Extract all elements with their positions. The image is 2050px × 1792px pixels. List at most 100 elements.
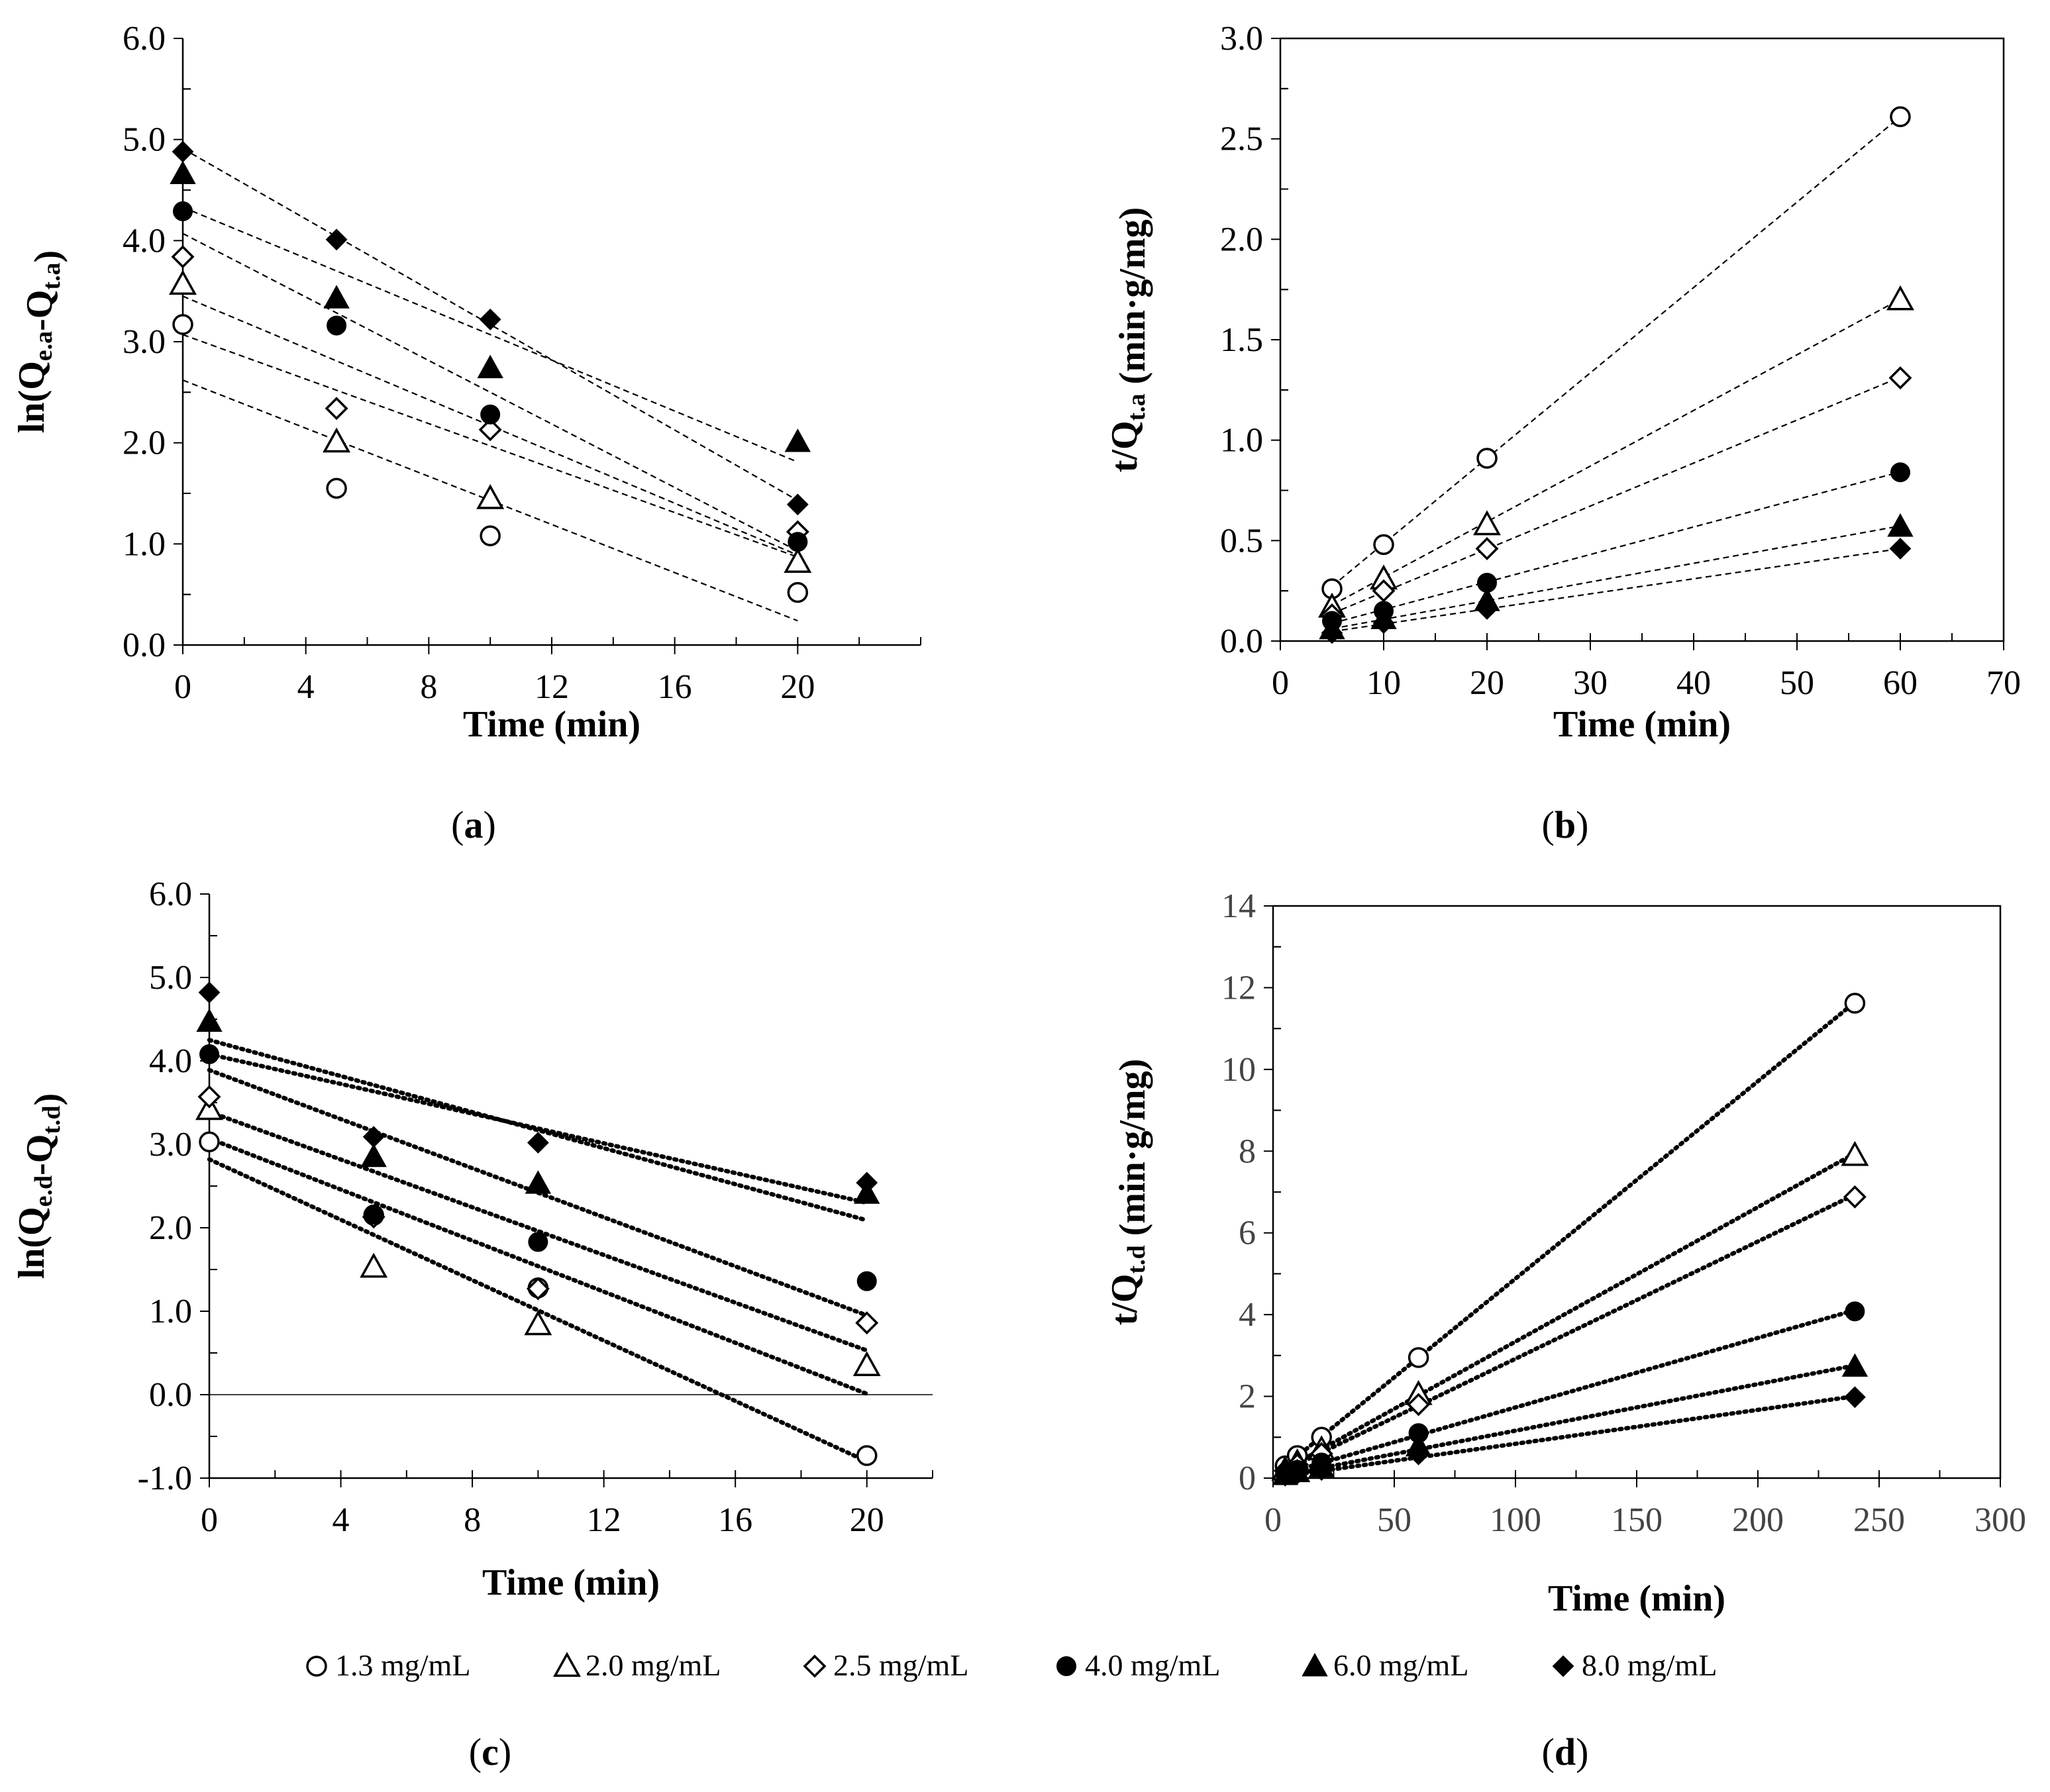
point-triangle-filled xyxy=(1887,513,1914,537)
legend-item: 8.0 mg/mL xyxy=(1552,1648,1717,1682)
point-triangle-filled xyxy=(196,1008,223,1032)
fit-line-8-0-mg-mL xyxy=(1283,1394,1857,1479)
fit-line-2-5-mg-mL xyxy=(207,1109,869,1353)
data-points xyxy=(195,981,881,1466)
y-tick-label: 0 xyxy=(1239,1460,1256,1497)
point-diamond-open xyxy=(325,397,348,421)
point-circle-filled xyxy=(1845,1301,1865,1322)
y-tick-label: 2 xyxy=(1239,1378,1256,1416)
point-diamond-filled xyxy=(1476,598,1498,620)
x-tick-label: 8 xyxy=(420,668,437,706)
data-points xyxy=(1271,993,1869,1487)
x-axis-title: Time (min) xyxy=(1548,1578,1725,1619)
chart-panel-a: 0.0 1.0 2.0 3.0 4.0 5.0 6.0 0 4 8 12 16 20 Time (min)… xyxy=(11,20,921,745)
point-circle-open xyxy=(1844,993,1866,1014)
point-circle-filled xyxy=(1890,462,1910,483)
x-tick-label: 20 xyxy=(1470,664,1504,702)
x-tick-label: 16 xyxy=(718,1501,752,1539)
y-axis-title: ln(Qe.d-Qt.d) xyxy=(11,1093,68,1279)
x-tick-label: 50 xyxy=(1377,1501,1411,1539)
point-circle-filled xyxy=(480,404,501,424)
point-triangle-open xyxy=(1841,1140,1869,1166)
x-axis-title: Time (min) xyxy=(482,1562,660,1603)
y-tick-label: -1.0 xyxy=(138,1460,192,1497)
data-points xyxy=(169,140,812,603)
point-circle-filled xyxy=(173,201,193,222)
point-circle-open xyxy=(1408,1347,1429,1368)
y-tick-label: 1.0 xyxy=(1220,422,1263,460)
point-circle-filled xyxy=(528,1232,548,1252)
fit-line-6-0-mg-mL xyxy=(1331,525,1901,630)
panel-captions: (a) (b) (c) (d) xyxy=(451,803,1588,1773)
point-triangle-filled xyxy=(784,428,811,452)
x-tick-label: 20 xyxy=(780,668,815,706)
point-triangle-open xyxy=(323,427,351,453)
y-tick-label: 0.0 xyxy=(149,1376,192,1414)
fit-line-8-0-mg-mL xyxy=(1331,548,1901,632)
legend-triangle-open-icon xyxy=(553,1652,581,1677)
fit-line-1-3-mg-mL xyxy=(1331,116,1901,587)
x-tick-label: 50 xyxy=(1780,664,1814,702)
y-tick-label: 1.0 xyxy=(149,1293,192,1330)
fit-line-2-0-mg-mL xyxy=(1331,298,1901,606)
point-circle-open xyxy=(326,477,347,499)
legend-item: 4.0 mg/mL xyxy=(1056,1648,1220,1682)
y-tick-label: 14 xyxy=(1221,887,1256,925)
fit-line-2-0-mg-mL xyxy=(1283,1151,1857,1472)
point-diamond-filled xyxy=(856,1171,878,1194)
point-diamond-open xyxy=(526,1277,550,1301)
y-tick-label: 5.0 xyxy=(123,121,166,159)
point-diamond-open xyxy=(1372,579,1396,603)
x-tick-label: 20 xyxy=(850,1501,884,1539)
point-diamond-open xyxy=(1407,1393,1431,1417)
legend-item: 2.0 mg/mL xyxy=(553,1648,721,1682)
point-diamond-open xyxy=(171,245,195,269)
y-tick-label: 1.5 xyxy=(1220,321,1263,359)
x-tick-label: 12 xyxy=(587,1501,621,1539)
point-diamond-filled xyxy=(527,1132,549,1154)
point-triangle-filled xyxy=(360,1143,387,1168)
legend-item: 1.3 mg/mL xyxy=(306,1648,470,1682)
legend-label: 8.0 mg/mL xyxy=(1582,1648,1717,1682)
point-circle-filled xyxy=(199,1044,219,1064)
chart-panel-c: -1.0 0.0 1.0 2.0 3.0 4.0 5.0 6.0 0 4 8 12 16 20 Time (… xyxy=(11,875,933,1603)
y-tick-label: 2.0 xyxy=(149,1209,192,1247)
y-tick-label: 0.5 xyxy=(1220,522,1263,560)
point-circle-filled xyxy=(364,1204,384,1224)
x-tick-label: 16 xyxy=(658,668,692,706)
x-tick-label: 40 xyxy=(1676,664,1711,702)
point-triangle-open xyxy=(1886,285,1914,311)
fit-line-6-0-mg-mL xyxy=(182,206,798,463)
x-tick-label: 70 xyxy=(1986,664,2021,702)
fit-line-2-0-mg-mL xyxy=(207,1136,869,1396)
x-axis-title: Time (min) xyxy=(1553,704,1731,745)
caption-b: (b) xyxy=(1542,803,1589,846)
point-circle-open xyxy=(1476,448,1498,469)
point-diamond-filled xyxy=(1286,1462,1309,1485)
y-tick-label: 3.0 xyxy=(1220,20,1263,58)
point-diamond-filled xyxy=(1889,538,1912,560)
point-triangle-filled xyxy=(170,160,196,184)
y-tick-label: 8 xyxy=(1239,1132,1256,1170)
y-tick-label: 3.0 xyxy=(149,1126,192,1164)
point-triangle-open xyxy=(476,484,505,509)
point-diamond-open xyxy=(1888,366,1912,390)
point-circle-filled xyxy=(788,532,808,552)
point-triangle-open xyxy=(360,1252,388,1278)
point-circle-open xyxy=(480,525,501,546)
x-tick-label: 200 xyxy=(1732,1501,1784,1539)
y-axis-title: ln(Qe.a-Qt.a) xyxy=(11,250,68,433)
y-tick-label: 1.0 xyxy=(123,525,166,563)
point-triangle-filled xyxy=(477,354,503,379)
y-tick-label: 2.0 xyxy=(123,424,166,462)
point-circle-open xyxy=(1373,534,1394,556)
point-diamond-filled xyxy=(1372,612,1395,634)
x-tick-label: 30 xyxy=(1573,664,1608,702)
point-diamond-filled xyxy=(1321,622,1343,644)
point-diamond-open xyxy=(478,418,502,442)
point-circle-filled xyxy=(327,315,347,336)
fit-line-8-0-mg-mL xyxy=(207,1052,869,1205)
point-circle-open xyxy=(199,1131,220,1152)
caption-c: (c) xyxy=(469,1730,511,1773)
